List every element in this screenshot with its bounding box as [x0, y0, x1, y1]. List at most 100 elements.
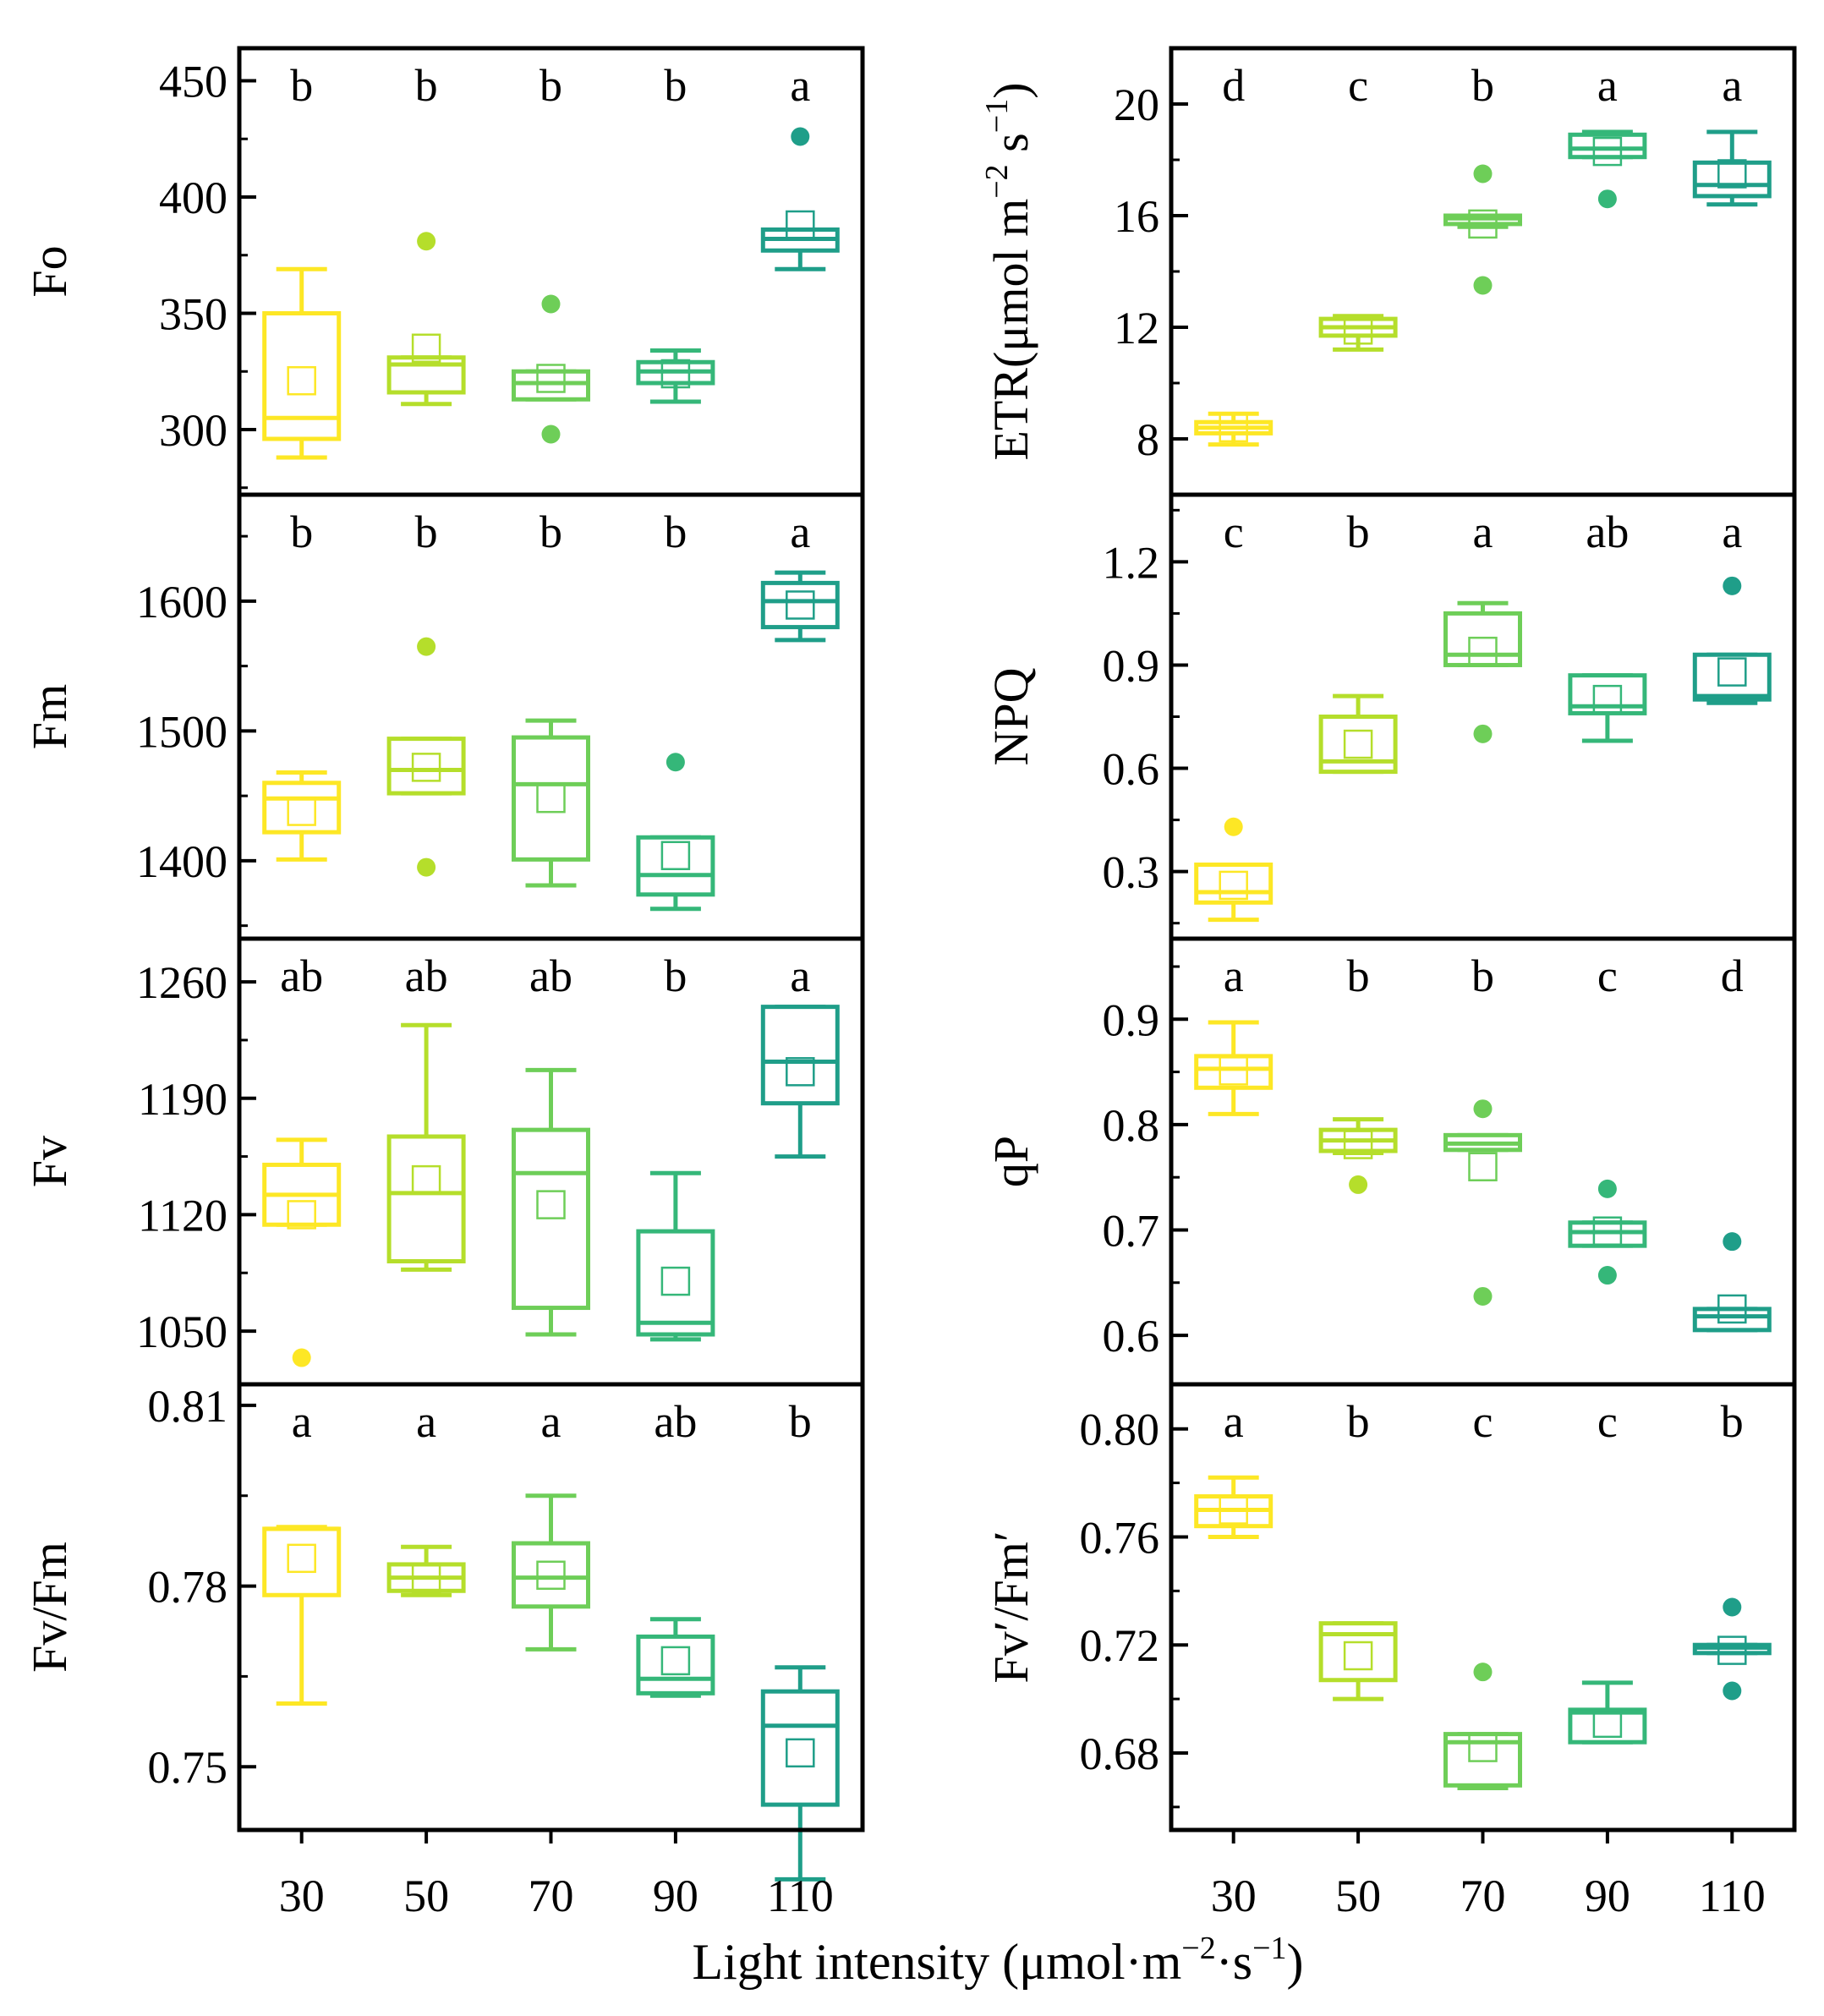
mean-marker [1717, 1294, 1747, 1324]
outlier-point [1224, 817, 1243, 836]
outlier-point [1597, 1266, 1617, 1285]
box-50: ab [386, 950, 466, 1272]
y-tick-label: 450 [159, 57, 227, 107]
box-30: a [1194, 950, 1274, 1116]
mean-marker [536, 1560, 566, 1591]
box-90: c [1568, 950, 1647, 1285]
outlier-point [1473, 1663, 1493, 1682]
y-axis-label: ETR(μmol m−2 s−1) [979, 82, 1038, 460]
panel-fm: 1400 1500 1600 Fm b b b b a [22, 492, 865, 941]
box-90: ab [636, 1396, 715, 1698]
panel-fv: 1050 1120 1190 1260 Fv ab ab ab b a [22, 936, 865, 1387]
significance-letter: a [790, 507, 810, 557]
significance-letter: b [1471, 60, 1494, 111]
box-body [386, 737, 466, 796]
box-90: a [1568, 60, 1647, 209]
box-110: d [1692, 950, 1772, 1333]
significance-letter: b [664, 60, 687, 111]
box-body [512, 369, 590, 402]
box-body [262, 1526, 342, 1597]
y-axis-label-part: ETR(μmol m [983, 199, 1038, 461]
box-70: a [1443, 507, 1522, 743]
box-50: b [386, 507, 466, 877]
significance-letter: b [290, 507, 313, 557]
significance-letter: a [790, 950, 810, 1001]
mean-marker [1343, 1641, 1373, 1671]
box-90: b [636, 507, 715, 912]
significance-letter: b [1347, 1396, 1370, 1447]
y-tick-label: 350 [159, 289, 227, 340]
box-50: b [1318, 507, 1398, 775]
box-body [1692, 1307, 1772, 1333]
mean-marker [1717, 1635, 1747, 1665]
mean-marker [1468, 1152, 1498, 1181]
y-axis-label-part: −1 [979, 99, 1015, 133]
y-tick-label: 1190 [138, 1074, 227, 1125]
significance-letter: a [1473, 507, 1493, 557]
box-110: a [760, 507, 840, 643]
box-50: b [386, 60, 466, 407]
significance-letter: b [415, 507, 438, 557]
outlier-point [1473, 164, 1493, 184]
panel-frame [237, 1382, 865, 1832]
y-tick-label: 0.72 [1080, 1620, 1160, 1671]
x-axis-tick-labels: 30 50 70 90 110 30 50 70 90 110 [279, 1871, 1766, 1921]
box-body [1194, 863, 1274, 905]
mean-marker [1717, 657, 1747, 687]
significance-letter: b [664, 950, 687, 1001]
significance-letter: b [789, 1396, 812, 1447]
significance-letter: a [541, 1396, 561, 1447]
y-tick-label: 0.6 [1103, 1311, 1160, 1361]
mean-marker [1592, 1708, 1623, 1739]
y-tick-label: 20 [1114, 79, 1159, 130]
box-30: c [1194, 507, 1274, 923]
y-tick-label: 1600 [136, 577, 227, 627]
y-axis-label-part: s [983, 133, 1038, 164]
box-body [1318, 1621, 1398, 1683]
x-tick-label: 70 [529, 1871, 574, 1921]
significance-letter: a [1722, 507, 1742, 557]
mean-marker [1219, 1056, 1248, 1086]
outlier-point [1723, 576, 1742, 595]
outlier-point [541, 425, 561, 444]
mean-marker [536, 783, 566, 814]
y-tick-label: 0.81 [148, 1381, 228, 1432]
significance-letter: a [1722, 60, 1742, 111]
panel-fvfm: 0.75 0.78 0.81 Fv/Fm a a a ab b [22, 1381, 865, 1882]
box-body [636, 1634, 715, 1696]
box-30: ab [262, 950, 342, 1367]
y-tick-label: 0.9 [1103, 640, 1160, 691]
mean-marker [1219, 413, 1248, 443]
box-50: b [1318, 1396, 1398, 1701]
box-110: a [760, 60, 840, 271]
box-70: b [512, 60, 590, 444]
significance-letter: d [1721, 950, 1744, 1001]
box-body [386, 1134, 466, 1263]
panel-frame [1169, 1382, 1797, 1832]
outlier-point [1473, 724, 1493, 743]
mean-marker [1343, 1130, 1373, 1159]
mean-marker [660, 1266, 691, 1296]
y-tick-label: 0.7 [1103, 1205, 1160, 1256]
y-axis-label: Fm [22, 684, 77, 749]
significance-letter: c [1224, 507, 1244, 557]
mean-marker [660, 1646, 691, 1676]
box-70: c [1443, 1396, 1522, 1790]
box-body [636, 835, 715, 897]
box-90: c [1568, 1396, 1647, 1745]
box-50: c [1318, 60, 1398, 352]
box-70: b [1443, 950, 1522, 1306]
panel-npq: 0.3 0.6 0.9 1.2 NPQ c b a ab a [983, 492, 1797, 941]
mean-marker [411, 753, 441, 782]
box-110: b [760, 1396, 840, 1882]
y-tick-label: 0.76 [1080, 1512, 1160, 1563]
significance-letter: a [416, 1396, 436, 1447]
box-50: a [386, 1396, 466, 1597]
y-tick-label: 400 [159, 173, 227, 223]
outlier-point [1349, 1175, 1368, 1194]
y-axis-label: Fv′/Fm′ [983, 1531, 1038, 1683]
box-110: a [760, 950, 840, 1159]
mean-marker [1592, 684, 1623, 715]
significance-letter: ab [1586, 507, 1629, 557]
